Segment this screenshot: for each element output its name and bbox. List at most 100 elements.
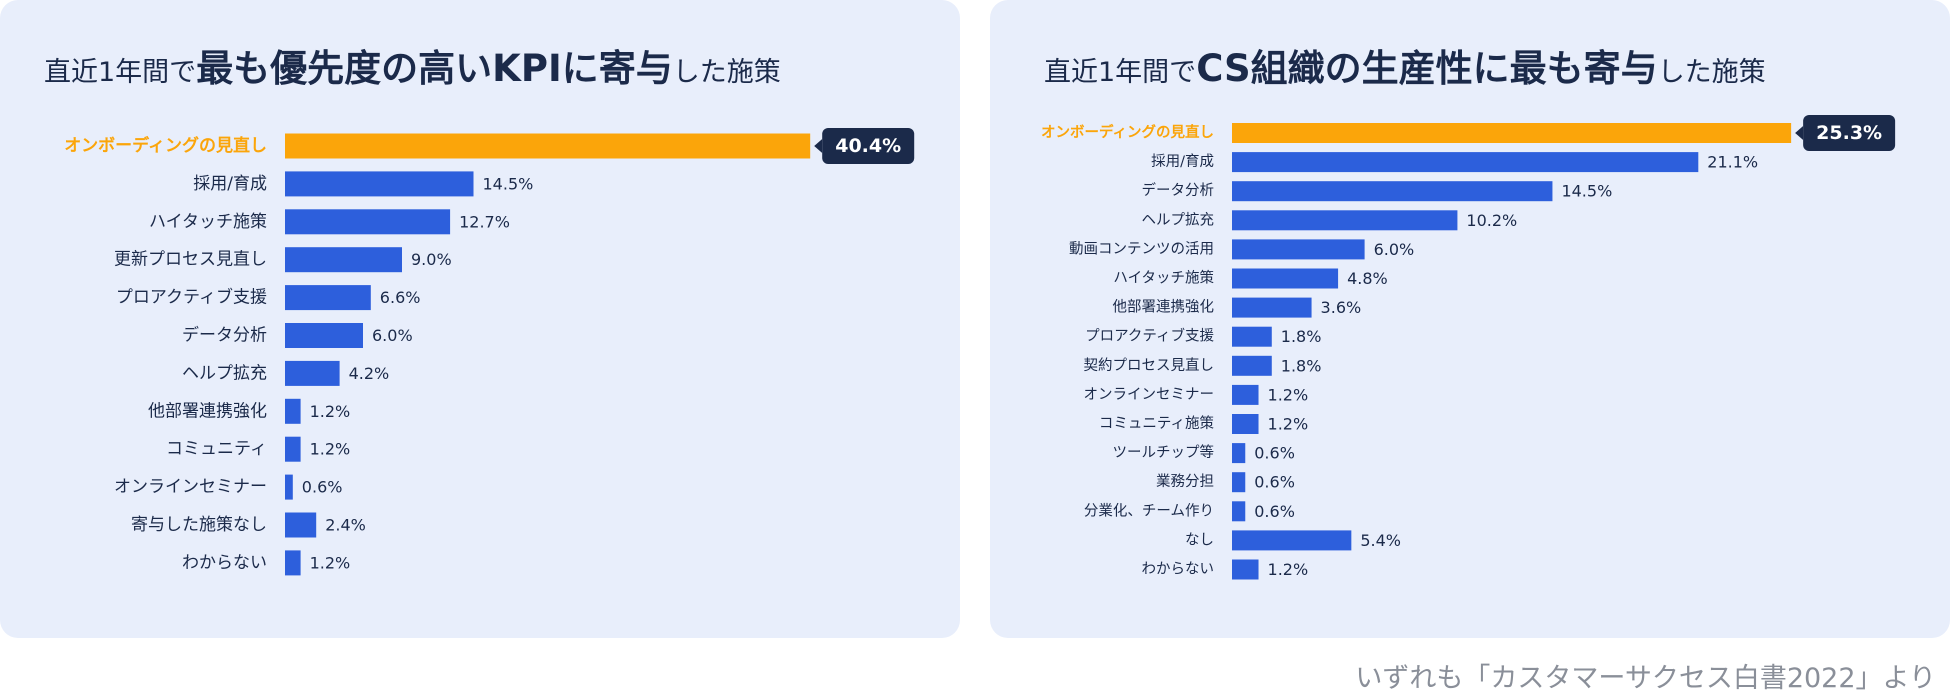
category-label: コミュニティ施策	[1099, 415, 1215, 432]
category-label: オンボーディングの見直し	[64, 135, 267, 156]
value-label: 1.8%	[1281, 356, 1322, 375]
value-label: 12.7%	[459, 212, 510, 231]
bar	[285, 550, 301, 576]
category-label: わからない	[1142, 561, 1215, 578]
bar	[1232, 152, 1699, 173]
bar	[285, 285, 371, 311]
value-label: 0.6%	[1254, 473, 1295, 492]
category-label: データ分析	[182, 325, 267, 346]
badge-pointer	[814, 139, 823, 153]
value-label: 6.0%	[372, 326, 413, 345]
bar	[285, 323, 363, 348]
value-label: 1.2%	[1268, 560, 1309, 579]
chart-title-left: 直近1年間で最も優先度の高いKPIに寄与した施策	[44, 38, 781, 92]
category-label: 他部署連携強化	[1113, 299, 1215, 316]
bar	[1232, 384, 1259, 405]
category-label: オンラインセミナー	[114, 477, 267, 497]
bar	[285, 474, 293, 500]
bar	[1232, 443, 1246, 464]
category-label: プロアクティブ支援	[116, 287, 267, 308]
chart-title-right: 直近1年間でCS組織の生産性に最も寄与した施策	[1044, 38, 1766, 92]
bar	[1232, 530, 1352, 551]
highlight-badge: 40.4%	[814, 128, 915, 164]
title-main: 最も優先度の高いKPIに寄与	[196, 47, 673, 90]
highlight-badge: 25.3%	[1795, 115, 1896, 151]
value-label: 1.2%	[310, 402, 351, 421]
bar-chart-right: オンボーディングの見直し 25.3% 採用/育成 21.1% データ分析 14.5% ヘルプ…	[1041, 115, 1896, 580]
category-label: ヘルプ拡充	[1142, 211, 1215, 228]
bar	[1232, 297, 1312, 318]
chart-panel-right: 直近1年間でCS組織の生産性に最も寄与した施策 オンボーディングの見直し 25.3…	[990, 0, 1950, 638]
category-label: わからない	[182, 553, 267, 573]
bar	[285, 247, 402, 273]
chart-panel-left: 直近1年間で最も優先度の高いKPIに寄与した施策 オンボーディングの見直し 40.…	[0, 0, 960, 638]
bar	[1232, 181, 1553, 202]
value-label: 4.8%	[1347, 269, 1388, 288]
value-label: 9.0%	[411, 250, 452, 269]
bar	[285, 398, 301, 424]
value-label: 40.4%	[835, 135, 901, 157]
value-label: 1.2%	[1268, 385, 1309, 404]
category-label: オンボーディングの見直し	[1041, 123, 1214, 141]
value-label: 25.3%	[1816, 122, 1882, 144]
value-label: 6.6%	[380, 288, 421, 307]
bar	[285, 209, 451, 235]
bar	[285, 360, 340, 386]
value-label: 0.6%	[302, 478, 343, 497]
value-label: 0.6%	[1254, 502, 1295, 521]
category-label: ハイタッチ施策	[1113, 270, 1214, 287]
value-label: 4.2%	[349, 364, 390, 383]
title-suffix: した施策	[672, 57, 781, 88]
category-label: ハイタッチ施策	[149, 212, 267, 232]
category-label: ツールチップ等	[1113, 443, 1215, 461]
bar	[1232, 559, 1259, 580]
category-label: 業務分担	[1156, 473, 1214, 490]
value-label: 0.6%	[1254, 444, 1295, 463]
category-label: 動画コンテンツの活用	[1069, 240, 1214, 257]
bar	[1232, 239, 1365, 260]
bar	[1232, 268, 1339, 289]
category-label: コミュニティ	[166, 439, 267, 459]
badge-pointer	[1795, 126, 1804, 140]
category-label: 他部署連携強化	[148, 401, 267, 421]
badge-box	[822, 128, 915, 164]
bar-highlight	[1232, 123, 1792, 143]
category-label: 分業化、チーム作り	[1084, 502, 1214, 519]
title-prefix: 直近1年間で	[44, 57, 197, 88]
value-label: 5.4%	[1360, 531, 1401, 550]
bar	[1232, 355, 1272, 376]
value-label: 2.4%	[325, 516, 366, 535]
category-label: 採用/育成	[193, 174, 267, 194]
value-label: 1.2%	[310, 553, 351, 572]
category-label: 契約プロセス見直し	[1084, 357, 1215, 374]
bar	[1232, 414, 1259, 434]
bar	[1232, 472, 1246, 493]
category-label: データ分析	[1142, 181, 1215, 199]
badge-box	[1803, 115, 1896, 151]
category-label: 寄与した施策なし	[131, 515, 267, 535]
bar	[1232, 326, 1272, 347]
value-label: 1.2%	[1268, 415, 1309, 434]
category-label: オンラインセミナー	[1084, 387, 1215, 403]
category-label: なし	[1185, 531, 1214, 548]
title-prefix: 直近1年間で	[1044, 57, 1197, 88]
source-note: いずれも「カスタマーサクセス白書2022」より	[1355, 663, 1936, 694]
value-label: 14.5%	[1561, 182, 1612, 201]
bar	[1232, 210, 1458, 231]
category-label: プロアクティブ支援	[1085, 327, 1214, 345]
value-label: 14.5%	[483, 174, 534, 193]
bar	[285, 512, 317, 538]
value-label: 6.0%	[1374, 240, 1415, 259]
category-label: ヘルプ拡充	[182, 363, 267, 383]
value-label: 10.2%	[1466, 211, 1517, 230]
bar	[285, 171, 474, 197]
bar-highlight	[285, 133, 811, 159]
value-label: 21.1%	[1707, 153, 1758, 172]
category-label: 採用/育成	[1151, 153, 1214, 170]
category-label: 更新プロセス見直し	[114, 250, 267, 270]
value-label: 1.2%	[310, 440, 351, 459]
bar	[285, 436, 301, 462]
value-label: 1.8%	[1281, 327, 1322, 346]
value-label: 3.6%	[1321, 298, 1362, 317]
bar-chart-left: オンボーディングの見直し 40.4% 採用/育成 14.5% ハイタッチ施策 12.7% 更…	[64, 128, 915, 576]
